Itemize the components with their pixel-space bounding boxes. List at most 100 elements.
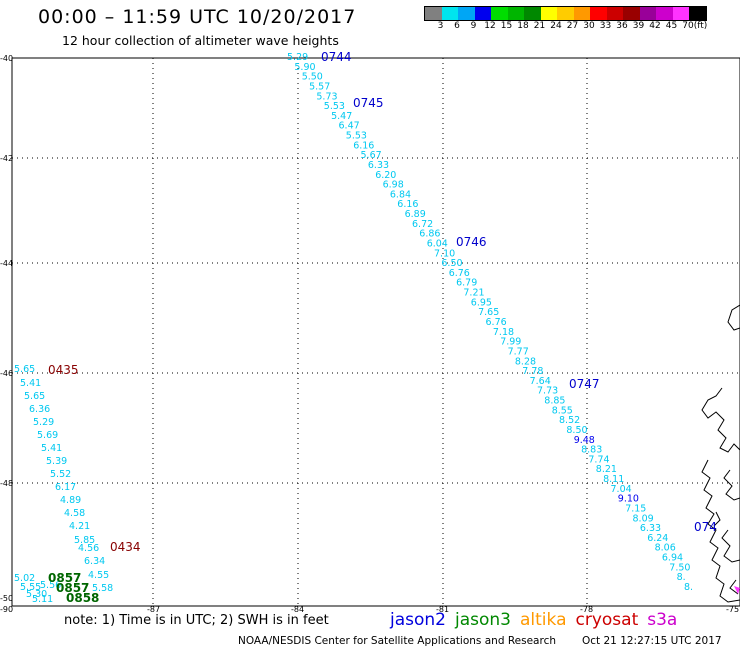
footer-credit: NOAA/NESDIS Center for Satellite Applica…	[238, 635, 556, 647]
color-scale-label: 6	[454, 21, 460, 31]
color-scale-label: 18	[517, 21, 529, 31]
wave-height-value: 5.41	[41, 443, 62, 454]
color-scale-label: 36	[616, 21, 628, 31]
wave-height-value: 5.50	[302, 72, 323, 83]
wave-height-value: 4.55	[88, 570, 109, 581]
wave-height-value: 5.65	[14, 364, 35, 375]
wave-height-value: 5.57	[309, 81, 330, 92]
map-frame	[11, 57, 740, 607]
color-swatch	[623, 7, 640, 20]
page-title: 00:00 – 11:59 UTC 10/20/2017	[38, 6, 357, 28]
wave-height-value: 8.	[684, 582, 693, 593]
wave-height-value: 5.47	[331, 111, 352, 122]
wave-height-value: 5.29	[287, 52, 308, 63]
satellite-track-cryosat: 5.65 5.41 5.65 6.36 5.29 5.69 5.41 5.39 5.52 6.17…	[14, 363, 141, 594]
color-swatch	[491, 7, 508, 20]
wave-height-value: 4.21	[69, 521, 90, 532]
latitude-label: -48	[0, 479, 13, 488]
wave-height-value: 4.56	[78, 543, 99, 554]
wave-height-value: 5.58	[92, 583, 113, 594]
wave-height-value: 6.79	[456, 278, 477, 289]
color-scale-label: 27	[566, 21, 579, 31]
color-swatch	[524, 7, 541, 20]
wave-height-value: 7.10	[434, 248, 455, 259]
latitude-labels: -40 -42 -44 -46 -48 -50	[0, 54, 13, 603]
color-swatch	[573, 7, 590, 20]
pass-time-label: 0746	[456, 235, 487, 249]
coastline-segment	[721, 529, 740, 563]
pass-time-label: 074	[694, 520, 717, 534]
wave-height-value: 7.64	[530, 376, 551, 387]
wave-height-value: 5.69	[37, 430, 58, 441]
coastline-segment	[727, 304, 740, 331]
longitude-label: -75	[726, 605, 739, 614]
wave-height-value: 6.89	[405, 209, 426, 220]
page-subtitle: 12 hour collection of altimeter wave hei…	[62, 33, 339, 48]
wave-height-value: 5.53	[324, 101, 345, 112]
footer-note: note: 1) Time is in UTC; 2) SWH is in fe…	[64, 613, 329, 628]
color-scale-label: 70	[682, 21, 694, 31]
wave-height-value: 8.11	[603, 474, 624, 485]
wave-height-value: 5.30	[26, 589, 47, 600]
pass-time-label: 0434	[110, 540, 141, 554]
wave-height-value: 5.29	[33, 417, 54, 428]
color-swatch	[425, 7, 442, 20]
wave-height-value: 7.65	[478, 307, 499, 318]
longitude-label: -87	[147, 605, 160, 614]
wave-height-value: 5.65	[24, 391, 45, 402]
coastline	[701, 304, 740, 603]
wave-height-value: 5.73	[316, 91, 337, 102]
wave-height-value: 5.85	[74, 535, 95, 546]
coastline-segment	[701, 387, 740, 453]
color-scale-label: 12	[484, 21, 496, 31]
longitude-label: -90	[0, 605, 13, 614]
coast-marker	[734, 586, 740, 594]
coastline-segment	[701, 459, 740, 603]
footer-timestamp: Oct 21 12:27:15 UTC 2017	[582, 635, 722, 647]
color-scale-label: 24	[550, 21, 562, 31]
color-scale-bar	[424, 6, 707, 21]
latitude-label: -46	[0, 369, 13, 378]
color-swatch	[639, 7, 656, 20]
color-scale-label: 9	[470, 21, 477, 31]
wave-height-value: 7.77	[508, 346, 529, 357]
wave-height-value: 7.78	[522, 366, 543, 377]
latitude-label: -42	[0, 154, 13, 163]
wave-height-value: 9.48	[574, 435, 595, 446]
wave-height-value: 8.50	[566, 425, 587, 436]
wave-height-value: 6.34	[84, 556, 105, 567]
wave-height-value: 8.09	[633, 513, 654, 524]
color-swatch	[441, 7, 458, 20]
wave-height-value: 4.58	[64, 508, 85, 519]
wave-height-value: 6.76	[449, 268, 470, 279]
pass-time-label: 0857	[48, 571, 81, 585]
longitude-label: -78	[580, 605, 593, 614]
wave-height-value: 4.89	[60, 495, 81, 506]
color-scale-label: 45	[665, 21, 678, 31]
color-swatch	[672, 7, 689, 20]
pass-time-label: 0747	[569, 377, 600, 391]
wave-height-value: 5.90	[294, 62, 315, 73]
latitude-label: -50	[0, 594, 13, 603]
graticule	[12, 58, 740, 606]
wave-height-value: 9.10	[618, 494, 639, 505]
wave-height-value: 5.11	[32, 594, 53, 605]
satellite-track-jason2: 5.295.905.505.575.735.535.476.475.536.16…	[287, 50, 717, 593]
color-swatch	[557, 7, 574, 20]
wave-height-value: 6.16	[397, 199, 418, 210]
wave-height-value: 5.67	[361, 150, 382, 161]
wave-height-value: 6.04	[427, 239, 448, 250]
color-scale-label: 33	[599, 21, 612, 31]
wave-height-value: 7.99	[500, 337, 521, 348]
wave-height-value: 5.53	[346, 131, 367, 142]
wave-height-value: 8.28	[515, 356, 536, 367]
color-scale-label: 21	[533, 21, 546, 31]
pass-time-label: 0744	[321, 50, 352, 64]
wave-height-value: 6.36	[29, 404, 50, 415]
satellite-legend-cryosat: cryosat	[575, 610, 639, 630]
wave-height-value: 7.21	[463, 288, 484, 299]
wave-height-value: 7.15	[625, 504, 646, 515]
wave-height-value: 5.56	[40, 580, 61, 591]
wave-height-value: 6.33	[368, 160, 389, 171]
